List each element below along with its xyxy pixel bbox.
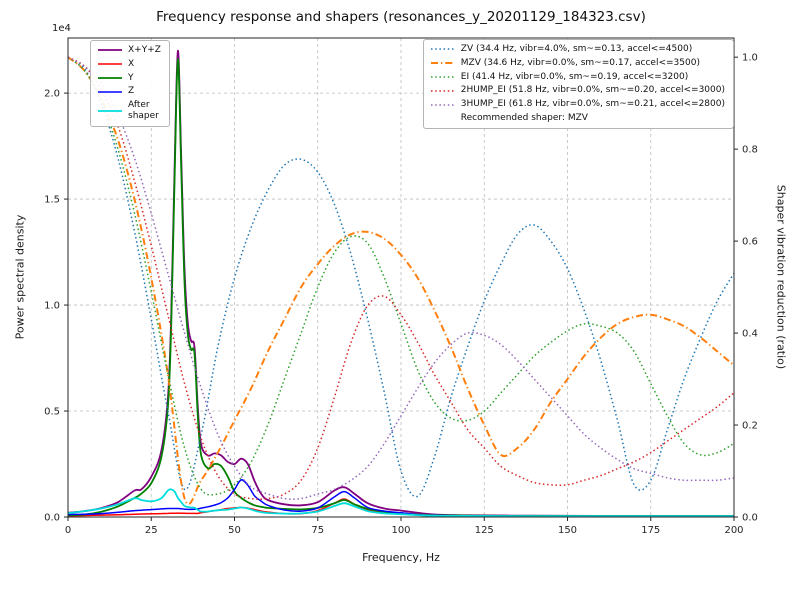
legend-shapers: ZV (34.4 Hz, vibr=4.0%, sm~=0.13, accel<… (422, 39, 734, 129)
x-axis-label: Frequency, Hz (362, 551, 440, 564)
legend-label: Y (128, 72, 134, 83)
legend-item-xyz: X+Y+Z (97, 45, 161, 56)
legend-item-mzv: MZV (34.6 Hz, vibr=0.0%, sm~=0.17, accel… (430, 58, 725, 69)
tick-label: 1.0 (742, 53, 758, 64)
series-zv (68, 56, 734, 498)
legend-line-mzv (430, 62, 455, 65)
legend-item-zv: ZV (34.4 Hz, vibr=4.0%, sm~=0.13, accel<… (430, 44, 725, 55)
tick-label: 0.5 (44, 407, 60, 418)
tick-label: 0.2 (742, 421, 758, 432)
tick-label: 25 (145, 525, 158, 536)
legend-label: ZV (34.4 Hz, vibr=4.0%, sm~=0.13, accel<… (460, 44, 693, 54)
tick-label: 0.6 (742, 237, 758, 248)
legend-line-ei (430, 76, 455, 78)
series-after-shaper (68, 488, 734, 517)
legend-label: EI (41.4 Hz, vibr=0.0%, sm~=0.19, accel<… (460, 71, 689, 82)
y-axis-label-right: Shaper vibration reduction (ratio) (774, 184, 788, 370)
legend-line-x (98, 63, 122, 65)
tick-label: 175 (641, 525, 660, 536)
legend-label: Z (128, 86, 135, 97)
y-axis-offset-text: 1e4 (52, 23, 71, 34)
tick-label: 1.5 (44, 195, 60, 206)
legend-line-3hump-ei (430, 103, 455, 106)
legend-line-z (98, 91, 122, 93)
tick-label: 0.8 (742, 145, 758, 156)
legend-spacer (430, 113, 456, 123)
tick-label: 0.0 (742, 513, 758, 524)
legend-label: 2HUMP_EI (51.8 Hz, vibr=0.0%, sm~=0.20, … (460, 85, 725, 96)
tick-label: 50 (228, 525, 241, 536)
series-2hump-ei (68, 56, 734, 500)
tick-label: 75 (311, 525, 324, 536)
legend-line-y (98, 77, 122, 79)
tick-label: 0.4 (742, 329, 758, 340)
legend-label: X (128, 58, 135, 69)
legend-label: MZV (34.6 Hz, vibr=0.0%, sm~=0.17, accel… (460, 57, 700, 68)
legend-item-2hump-ei: 2HUMP_EI (51.8 Hz, vibr=0.0%, sm~=0.20, … (430, 85, 725, 96)
y-axis-label-left: Power spectral density (13, 214, 27, 340)
tick-label: 100 (391, 525, 410, 536)
legend-label: Recommended shaper: MZV (460, 112, 588, 123)
legend-label: X+Y+Z (128, 45, 161, 55)
legend-psd: X+Y+Z X Y Z After shaper (90, 40, 170, 127)
series-ei (68, 56, 734, 496)
tick-label: 200 (724, 525, 743, 536)
legend-item-ei: EI (41.4 Hz, vibr=0.0%, sm~=0.19, accel<… (430, 72, 725, 83)
legend-item-x: X (97, 59, 161, 70)
tick-label: 2.0 (44, 89, 60, 100)
series-z (68, 479, 734, 517)
legend-item-after-shaper: After shaper (97, 100, 161, 122)
legend-line-after-shaper (98, 110, 122, 112)
tick-label: 125 (475, 525, 494, 536)
tick-label: 1.0 (44, 301, 60, 312)
tick-label: 150 (558, 525, 577, 536)
legend-item-3hump-ei: 3HUMP_EI (61.8 Hz, vibr=0.0%, sm~=0.21, … (430, 99, 725, 110)
legend-label: 3HUMP_EI (61.8 Hz, vibr=0.0%, sm~=0.21, … (460, 99, 725, 110)
legend-item-y: Y (97, 73, 161, 84)
series-3hump-ei (68, 56, 734, 500)
legend-line-xyz (98, 49, 122, 52)
chart-title: Frequency response and shapers (resonanc… (156, 9, 646, 25)
legend-label: After shaper (128, 100, 159, 121)
legend-line-zv (430, 48, 455, 51)
series-mzv (68, 56, 734, 506)
legend-item-z: Z (97, 86, 161, 97)
tick-label: 0.0 (44, 513, 60, 524)
legend-line-2hump-ei (430, 90, 455, 92)
tick-label: 0 (65, 525, 71, 536)
legend-item-recommended-note: Recommended shaper: MZV (430, 113, 725, 124)
